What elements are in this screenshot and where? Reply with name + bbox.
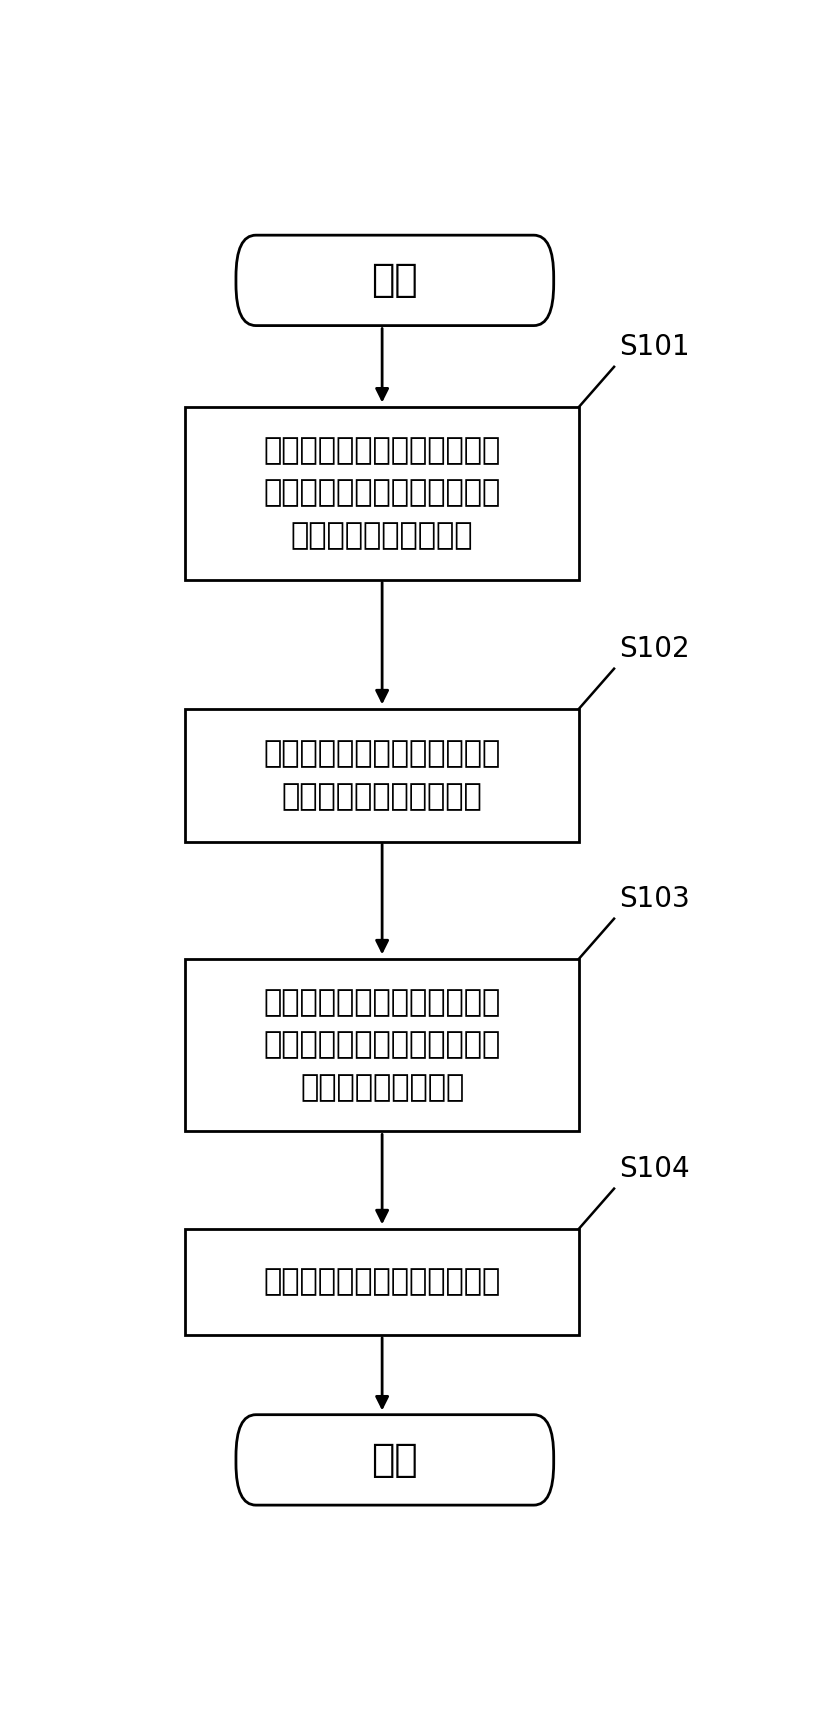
Text: S101: S101 xyxy=(618,333,689,361)
FancyBboxPatch shape xyxy=(236,1414,553,1506)
Text: 获取纠删码，将纠删码中的数
据块値与纠删条带单元数据相
乘得到条带大小数据: 获取纠删码，将纠删码中的数 据块値与纠删条带单元数据相 乘得到条带大小数据 xyxy=(263,988,500,1102)
Text: S102: S102 xyxy=(618,636,689,663)
Text: 结束: 结束 xyxy=(371,1440,418,1478)
FancyBboxPatch shape xyxy=(185,708,578,841)
Text: S104: S104 xyxy=(618,1155,689,1183)
Text: 开始: 开始 xyxy=(371,261,418,299)
FancyBboxPatch shape xyxy=(185,1228,578,1335)
Text: S103: S103 xyxy=(618,886,689,914)
FancyBboxPatch shape xyxy=(236,235,553,326)
Text: 获取创建指令，并解析创建指
令得到纠删条带单元数据: 获取创建指令，并解析创建指 令得到纠删条带单元数据 xyxy=(263,739,500,812)
FancyBboxPatch shape xyxy=(185,408,578,580)
Text: 根据条带大小数据创建纠删池: 根据条带大小数据创建纠删池 xyxy=(263,1268,500,1297)
FancyBboxPatch shape xyxy=(185,958,578,1131)
Text: 将创建纠删池的处理流程中的
纠删条带大小配置信息更改为
纠删条带单元配置信息: 将创建纠删池的处理流程中的 纠删条带大小配置信息更改为 纠删条带单元配置信息 xyxy=(263,435,500,551)
